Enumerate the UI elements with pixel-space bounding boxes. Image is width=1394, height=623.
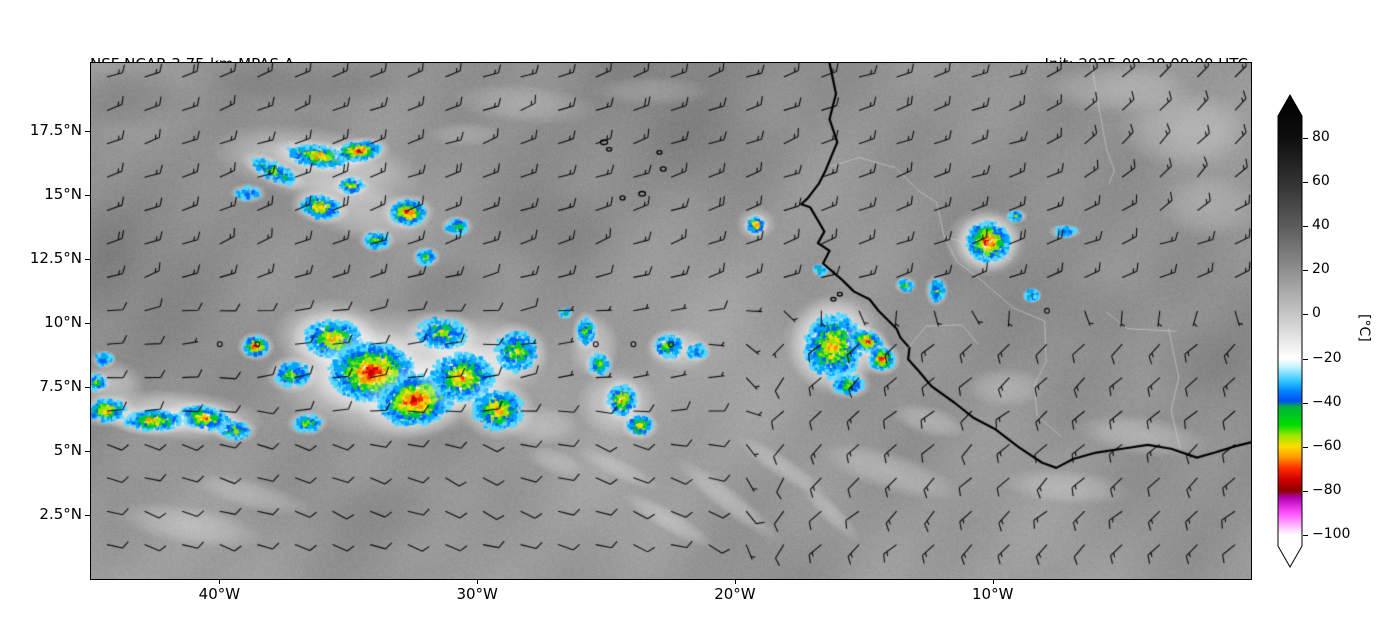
y-tick-mark: [85, 451, 90, 452]
y-tick-label: 10°N: [44, 313, 82, 332]
x-tick-label: 40°W: [198, 585, 241, 603]
colorbar-tick-label: −20: [1312, 349, 1342, 366]
colorbar-tick-mark: [1303, 226, 1308, 227]
plot-area: [90, 62, 1252, 580]
x-tick-label: 20°W: [714, 585, 756, 603]
x-tick-mark: [993, 579, 994, 584]
y-tick-label: 7.5°N: [39, 376, 82, 395]
y-tick-mark: [85, 131, 90, 132]
y-tick-label: 17.5°N: [29, 121, 82, 140]
colorbar-unit-label: [°C]: [1356, 314, 1372, 342]
colorbar-tick-label: −100: [1312, 525, 1351, 542]
colorbar-tick-label: 0: [1312, 305, 1321, 322]
colorbar-tick-label: −60: [1312, 437, 1342, 454]
colorbar-tick-label: −40: [1312, 393, 1342, 410]
y-tick-mark: [85, 195, 90, 196]
x-tick-mark: [219, 579, 220, 584]
x-tick-mark: [735, 579, 736, 584]
colorbar-tick-mark: [1303, 138, 1308, 139]
y-tick-mark: [85, 259, 90, 260]
y-tick-label: 15°N: [44, 185, 82, 204]
colorbar-tick-label: 20: [1312, 261, 1330, 278]
colorbar: [1277, 94, 1303, 568]
colorbar-tick-label: −80: [1312, 481, 1342, 498]
x-tick-label: 30°W: [456, 585, 498, 603]
colorbar-tick-mark: [1303, 270, 1308, 271]
y-tick-mark: [85, 387, 90, 388]
colorbar-shape: [1277, 94, 1303, 568]
y-tick-label: 5°N: [53, 440, 82, 459]
colorbar-tick-mark: [1303, 403, 1308, 404]
colorbar-tick-mark: [1303, 491, 1308, 492]
colorbar-tick-mark: [1303, 182, 1308, 183]
colorbar-tick-label: 80: [1312, 129, 1330, 146]
y-tick-label: 2.5°N: [39, 504, 82, 523]
colorbar-tick-mark: [1303, 359, 1308, 360]
x-tick-mark: [477, 579, 478, 584]
y-tick-mark: [85, 323, 90, 324]
y-tick-label: 12.5°N: [29, 249, 82, 268]
y-tick-mark: [85, 515, 90, 516]
x-tick-label: 10°W: [972, 585, 1014, 603]
colorbar-tick-mark: [1303, 535, 1308, 536]
colorbar-tick-label: 40: [1312, 217, 1330, 234]
map-canvas: [91, 63, 1251, 579]
colorbar-tick-mark: [1303, 314, 1308, 315]
colorbar-tick-mark: [1303, 447, 1308, 448]
colorbar-tick-label: 60: [1312, 173, 1330, 190]
